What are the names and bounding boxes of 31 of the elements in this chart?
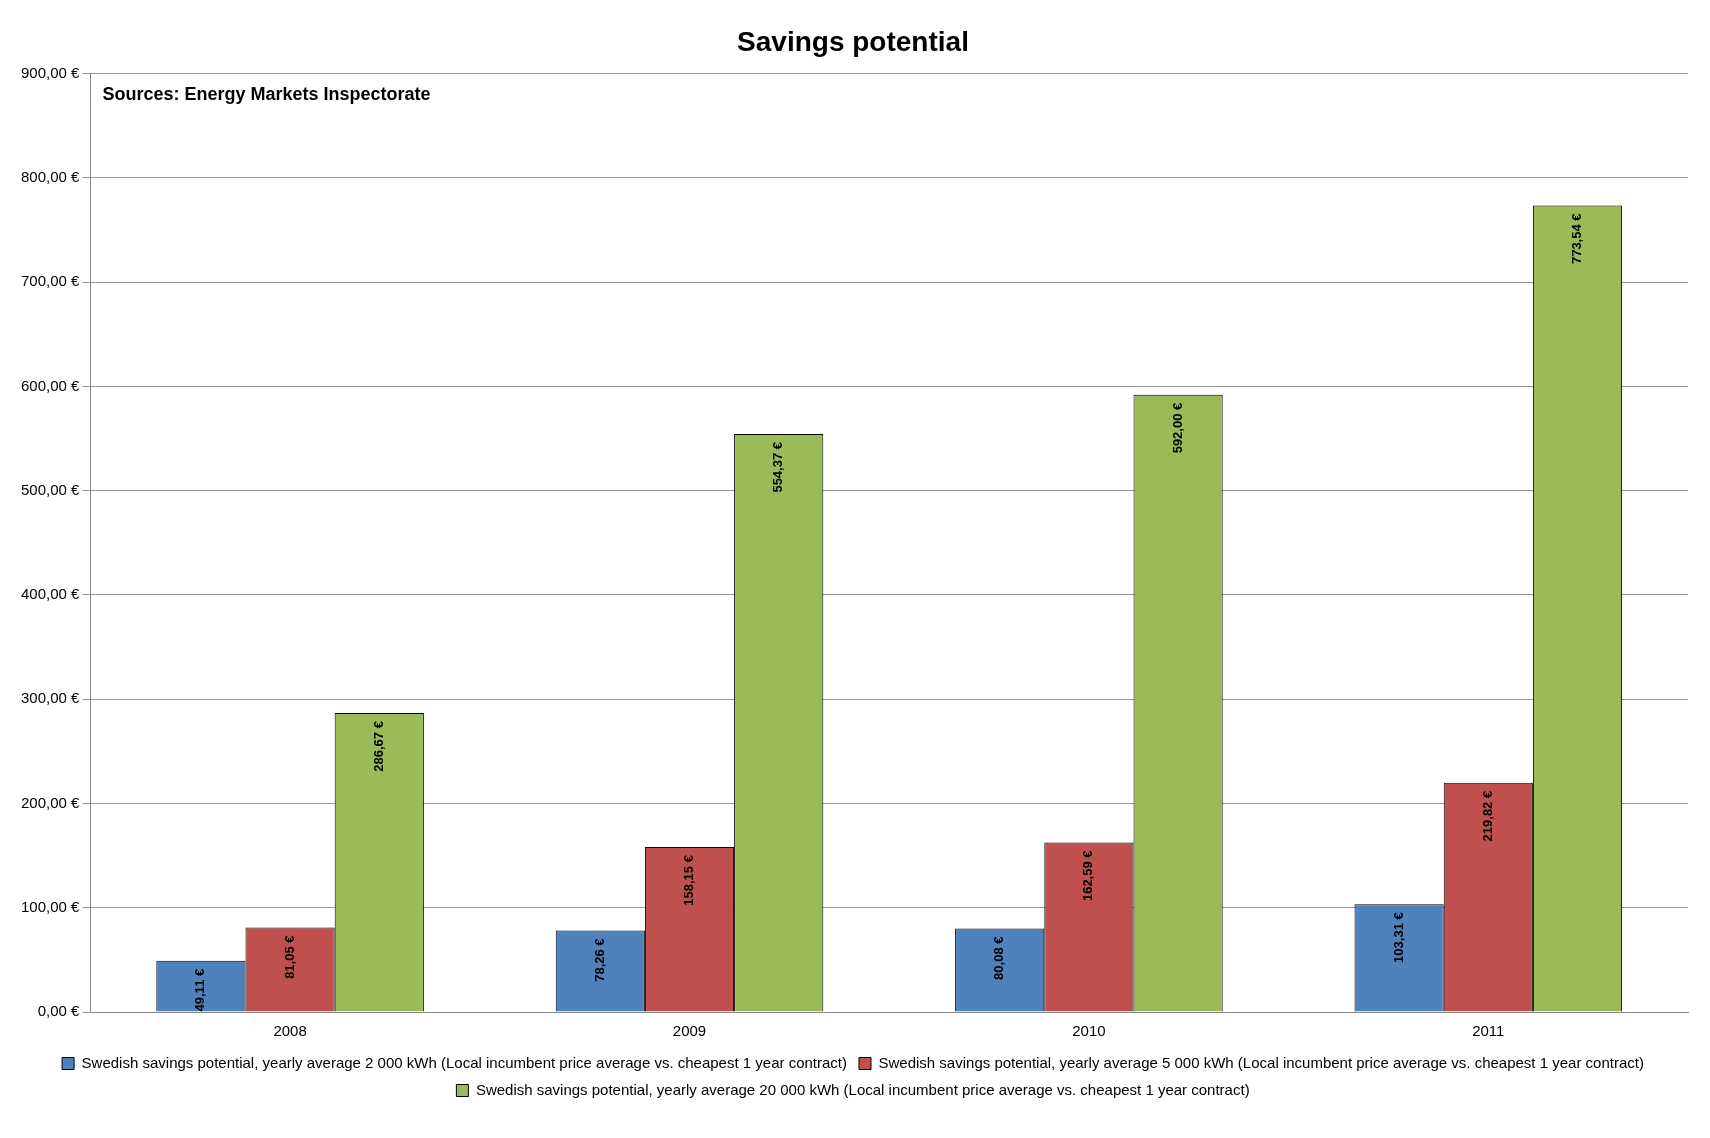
y-tick-label: 400,00 € <box>21 585 81 603</box>
data-label: 219,82 € <box>1479 790 1495 842</box>
y-tick-label: 600,00 € <box>21 376 81 394</box>
y-tick-label: 900,00 € <box>21 63 81 81</box>
y-tick-label: 700,00 € <box>21 272 81 290</box>
y-tick-label: 200,00 € <box>21 793 81 811</box>
legend-label: Swedish savings potential, yearly average 5 000 kWh (Local incumbent price average vs. cheapest 1 year contract) <box>878 1053 1644 1071</box>
x-tick-label: 2011 <box>1472 1022 1505 1040</box>
data-label: 592,00 € <box>1169 402 1185 454</box>
legend-label: Swedish savings potential, yearly average 20 000 kWh (Local incumbent price average vs. cheapest 1 year contract) <box>475 1080 1250 1098</box>
legend-label: Swedish savings potential, yearly average 2 000 kWh (Local incumbent price average vs. cheapest 1 year contract) <box>81 1053 847 1071</box>
x-tick-label: 2009 <box>672 1022 707 1040</box>
data-label: 78,26 € <box>591 938 607 982</box>
data-label: 103,31 € <box>1390 912 1406 963</box>
data-label: 773,54 € <box>1569 213 1585 265</box>
data-label: 158,15 € <box>681 855 697 906</box>
x-tick-label: 2010 <box>1072 1022 1106 1040</box>
data-label: 554,37 € <box>770 441 786 493</box>
chart-title: Savings potential <box>737 25 969 57</box>
y-tick-label: 100,00 € <box>21 897 81 915</box>
data-label: 162,59 € <box>1080 850 1096 902</box>
data-label: 80,08 € <box>991 936 1007 980</box>
y-tick-label: 300,00 € <box>21 689 81 707</box>
x-tick-label: 2008 <box>273 1022 307 1040</box>
annotation: Sources: Energy Markets Inspectorate <box>102 83 431 104</box>
y-tick-label: 800,00 € <box>21 168 81 186</box>
data-label: 286,67 € <box>370 721 386 772</box>
data-label: 49,11 € <box>192 968 208 1012</box>
data-label: 81,05 € <box>281 935 297 979</box>
y-tick-label: 0,00 € <box>37 1002 81 1020</box>
y-tick-label: 500,00 € <box>21 480 81 498</box>
